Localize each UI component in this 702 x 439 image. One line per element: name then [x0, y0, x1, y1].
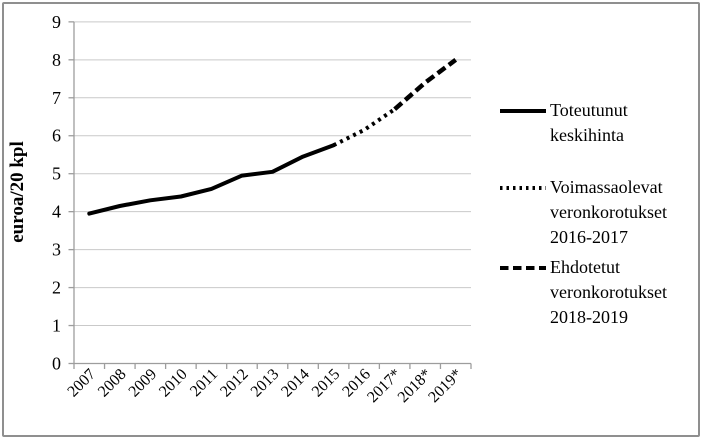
legend-item-dotted: Voimassaolevat veronkorotukset 2016-2017	[500, 175, 667, 250]
legend-label: Toteutunut keskihinta	[550, 98, 628, 148]
y-tick-label: 8	[52, 50, 61, 70]
series-solid-line	[87, 143, 336, 216]
y-tick-label: 4	[52, 202, 61, 222]
legend-item-solid: Toteutunut keskihinta	[500, 98, 628, 148]
legend-swatch-solid-line	[500, 109, 546, 113]
series-dotted-line	[332, 107, 396, 147]
y-tick-label: 3	[52, 240, 61, 260]
y-tick-label: 0	[52, 354, 61, 374]
series-dashed-line	[393, 57, 458, 111]
x-tick-label: 2015	[309, 366, 344, 401]
legend-label-line: 2016-2017	[550, 227, 628, 247]
y-tick-label: 6	[52, 126, 61, 146]
x-tick-label: 2009	[126, 366, 161, 401]
legend-item-dashed: Ehdotetut veronkorotukset 2018-2019	[500, 255, 667, 330]
legend-label-line: Toteutunut	[550, 100, 628, 120]
legend-label: Voimassaolevat veronkorotukset 2016-2017	[550, 175, 667, 250]
legend-label: Ehdotetut veronkorotukset 2018-2019	[550, 255, 667, 330]
x-tick-label: 2017*	[364, 366, 404, 406]
y-tick-label: 7	[52, 88, 61, 108]
y-tick-label: 5	[52, 164, 61, 184]
y-tick-label: 9	[52, 12, 61, 32]
x-tick-label: 2019*	[425, 366, 465, 406]
x-tick-label: 2012	[217, 366, 252, 401]
x-tick-label: 2018*	[395, 366, 435, 406]
line-chart: 0123456789200720082009201020112012201320…	[7, 12, 472, 406]
legend-swatch-dotted-line	[500, 186, 546, 190]
legend-label-line: keskihinta	[550, 125, 624, 145]
legend-label-line: 2018-2019	[550, 307, 628, 327]
x-tick-label: 2014	[278, 366, 313, 401]
chart-legend: Toteutunut keskihinta Voimassaolevat veronk…	[500, 98, 675, 338]
legend-swatch-dashed-line	[500, 266, 546, 270]
x-tick-label: 2013	[248, 366, 283, 401]
x-tick-label: 2011	[187, 366, 221, 400]
legend-label-line: veronkorotukset	[550, 282, 667, 302]
x-tick-label: 2010	[156, 366, 191, 401]
y-tick-label: 2	[52, 278, 61, 298]
legend-label-line: Voimassaolevat	[550, 177, 663, 197]
y-axis-title: euroa/20 kpl	[7, 141, 28, 243]
x-tick-label: 2008	[95, 366, 130, 401]
legend-label-line: veronkorotukset	[550, 202, 667, 222]
legend-label-line: Ehdotetut	[550, 257, 620, 277]
x-tick-label: 2007	[64, 366, 99, 401]
y-tick-label: 1	[52, 316, 61, 336]
